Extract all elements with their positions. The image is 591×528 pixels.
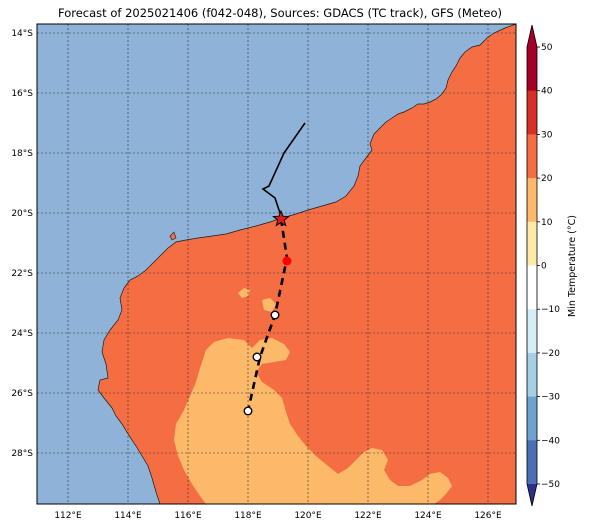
land-mild-patch (262, 298, 276, 312)
lon-tick-label: 116°E (174, 511, 202, 521)
colorbar-band (527, 309, 537, 354)
lat-tick-label: 16°S (11, 89, 33, 99)
lon-tick-label: 114°E (114, 511, 142, 521)
colorbar-ticks: 50 40 30 20 10 0 −10 −20 −30 −40 −50 (537, 43, 560, 490)
past-track-line (261, 122, 306, 217)
colorbar-band (527, 221, 537, 266)
lon-tick-label: 122°E (354, 511, 382, 521)
colorbar-tick-label: 20 (541, 174, 553, 184)
lat-tick-label: 20°S (11, 209, 33, 219)
colorbar-band (527, 440, 537, 485)
land-mild-patch (240, 378, 254, 394)
colorbar-band (527, 90, 537, 135)
colorbar-label: Min Temperature (°C) (567, 215, 578, 317)
lon-tick-label: 124°E (414, 511, 442, 521)
lon-tick-label: 118°E (234, 511, 262, 521)
colorbar-band (527, 396, 537, 441)
graticule (37, 24, 516, 504)
cyclone-track (243, 122, 306, 416)
colorbar-band (527, 178, 537, 223)
lat-tick-label: 26°S (11, 389, 33, 399)
map-panel (37, 24, 516, 504)
lat-tick-label: 28°S (11, 449, 33, 459)
colorbar-max-extension (527, 25, 537, 47)
colorbar-tick-label: 30 (541, 130, 553, 140)
colorbar-tick-label: −10 (541, 305, 560, 315)
lat-tick-label: 18°S (11, 149, 33, 159)
forecast-point-marker (243, 406, 253, 416)
colorbar-band (527, 352, 537, 398)
forecast-point-marker (252, 352, 262, 362)
colorbar-band (527, 134, 537, 179)
land-mild-region (174, 338, 452, 504)
current-position-star-icon (272, 209, 290, 227)
forecast-position-marker (282, 256, 292, 266)
lat-tick-label: 24°S (11, 329, 33, 339)
colorbar-tick-label: 0 (541, 262, 547, 272)
colorbar-band (527, 47, 537, 92)
colorbar-tick-label: −20 (541, 349, 560, 359)
lon-tick-label: 112°E (54, 511, 82, 521)
colorbar-bands (526, 24, 538, 507)
land-mild-patch (238, 288, 250, 298)
colorbar-tick-label: 10 (541, 218, 553, 228)
colorbar-tick-label: 50 (541, 43, 553, 53)
colorbar-min-extension (527, 484, 537, 506)
colorbar-tick-label: −50 (541, 480, 560, 490)
island (169, 231, 177, 241)
lon-tick-label: 126°E (474, 511, 502, 521)
longitude-axis: 112°E 114°E 116°E 118°E 120°E 122°E 124°… (54, 511, 502, 521)
latitude-axis: 14°S 16°S 18°S 20°S 22°S 24°S 26°S 28°S (11, 29, 33, 459)
colorbar-tick-label: −40 (541, 436, 560, 446)
colorbar-tick-label: 40 (541, 87, 553, 97)
colorbar-tick-label: −30 (541, 393, 560, 403)
lon-tick-label: 120°E (294, 511, 322, 521)
map-title: Forecast of 2025021406 (f042-048), Sourc… (58, 6, 502, 20)
colorbar: 50 40 30 20 10 0 −10 −20 −30 −40 −50 Min Temperatu… (526, 24, 578, 507)
map-frame (36, 23, 517, 505)
lat-tick-label: 14°S (11, 29, 33, 39)
colorbar-band (527, 265, 537, 310)
forecast-point-marker (270, 310, 280, 320)
lat-tick-label: 22°S (11, 269, 33, 279)
